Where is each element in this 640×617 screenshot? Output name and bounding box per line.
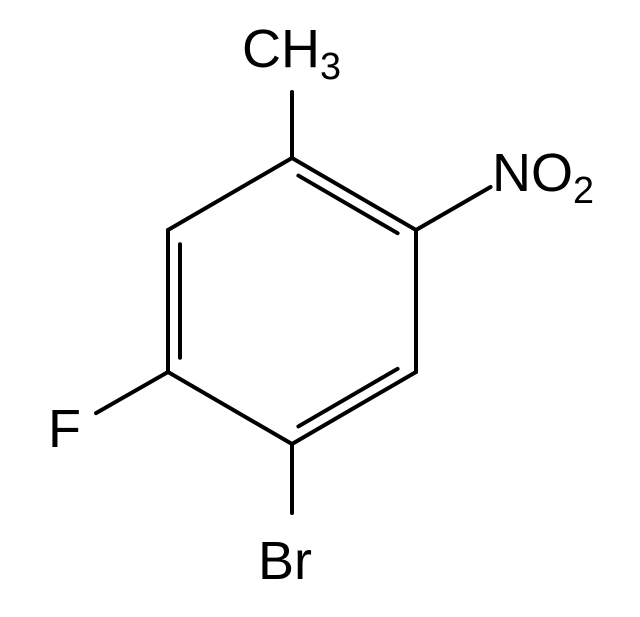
- molecule-svg: [0, 0, 640, 617]
- label-no2: NO2: [492, 142, 594, 204]
- label-f: F: [48, 398, 81, 460]
- label-br: Br: [258, 530, 312, 592]
- molecule-diagram: { "structure_type": "chemical-structure"…: [0, 0, 640, 617]
- label-ch3: CH3: [242, 18, 341, 80]
